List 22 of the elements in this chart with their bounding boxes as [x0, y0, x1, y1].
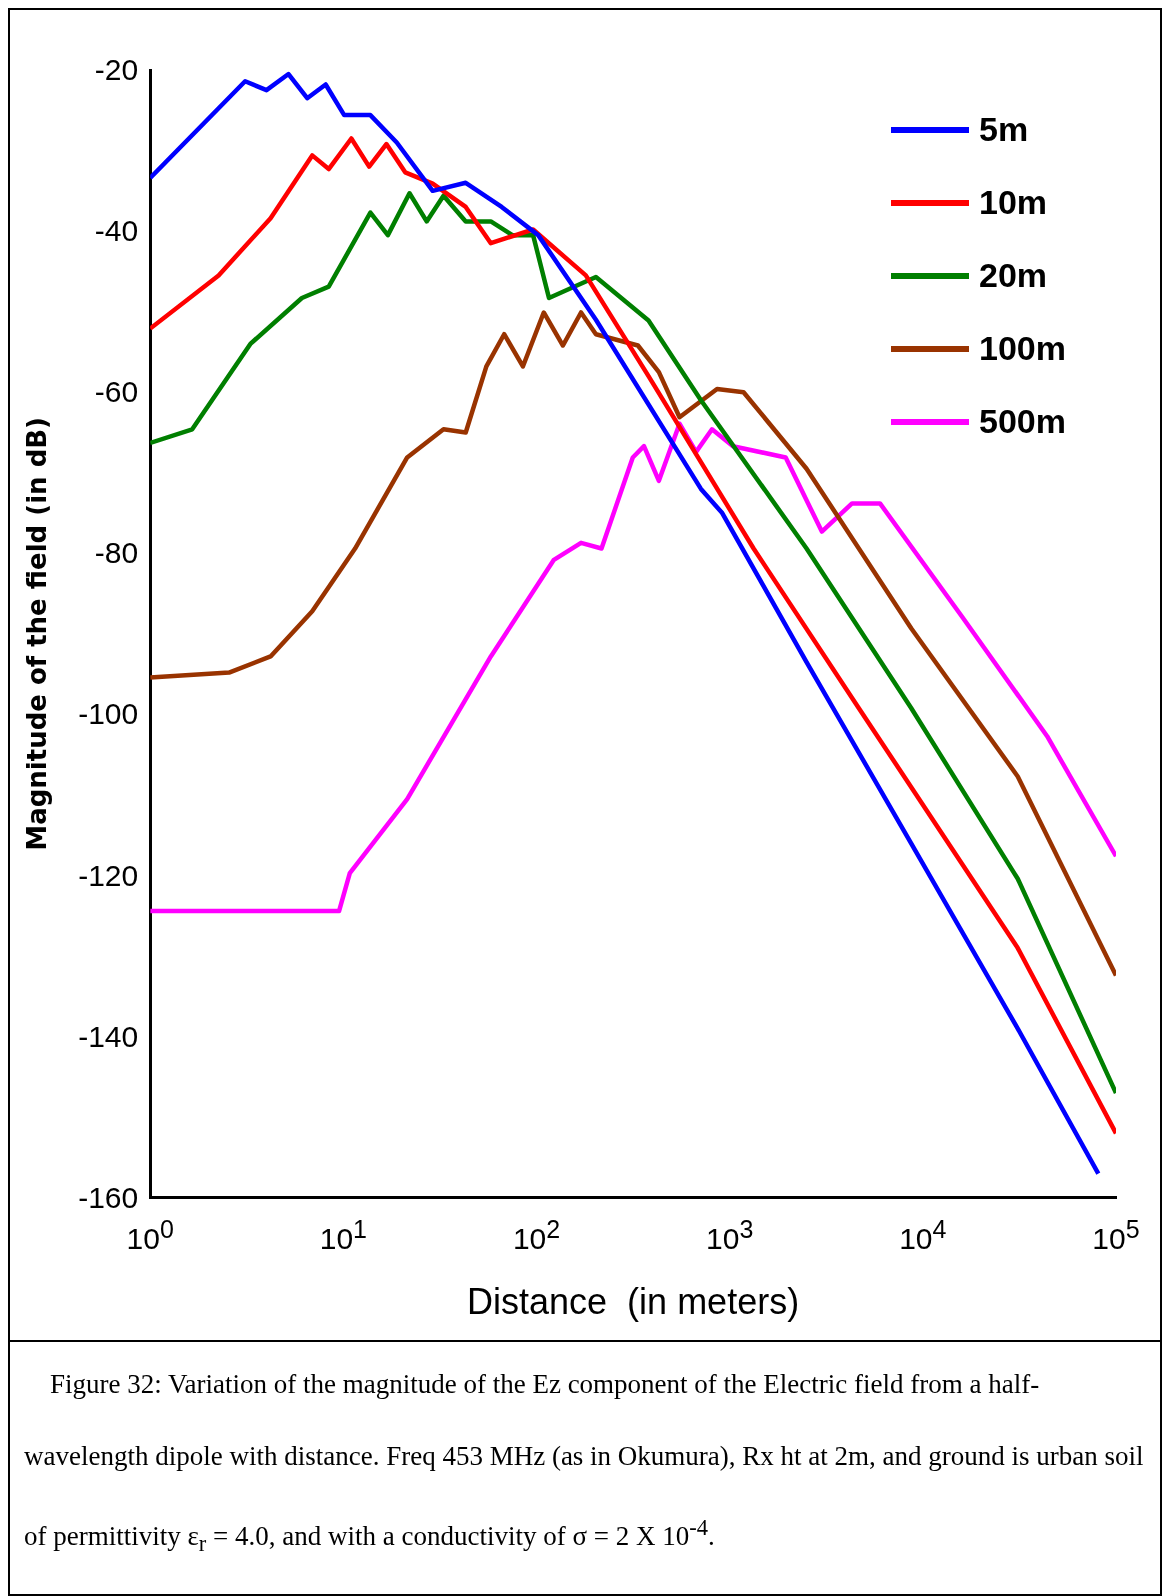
x-tick-label: 10$^{1}$ [319, 1213, 367, 1256]
x-axis-title: Distance (in meters) [467, 1281, 800, 1323]
x-tick-label: 10$^{5}$ [1092, 1213, 1140, 1256]
x-tick-label: 10$^{0}$ [126, 1214, 174, 1255]
legend-label: 500m [979, 402, 1066, 441]
legend-label: 5m [979, 110, 1029, 149]
y-tick-label: -80 [94, 536, 139, 571]
y-tick-label: -140 [78, 1019, 139, 1054]
x-tick-label: 10$^{2}$ [512, 1213, 561, 1256]
legend-label: 100m [979, 329, 1066, 368]
y-axis-title: Magnitude of the field (in dB) [22, 417, 53, 851]
x-tick-label: 10$^{3}$ [706, 1213, 754, 1256]
x-tick-label: 10$^{4}$ [899, 1213, 947, 1256]
legend-label: 20m [979, 256, 1048, 295]
y-tick-label: -120 [78, 858, 139, 893]
y-tick-label: -20 [94, 53, 139, 87]
y-tick-label: -100 [78, 697, 139, 732]
legend-label: 10m [979, 183, 1048, 222]
text: Figure 32: Variation of the magnitude of the Ez component of the Electric field from a half-wavelength dipole with distance. Freq 453 MHz (as in Okumura), Rx ht at 2m, and ground is urban soil of permittivity ε$_{r}$ = 4.0, and with a conductivity of σ = 2 X 10$^{-4}$. [24, 1369, 1144, 1557]
y-tick-label: -60 [94, 375, 139, 410]
y-tick-label: -160 [78, 1180, 139, 1215]
y-tick-label: -40 [94, 214, 139, 249]
